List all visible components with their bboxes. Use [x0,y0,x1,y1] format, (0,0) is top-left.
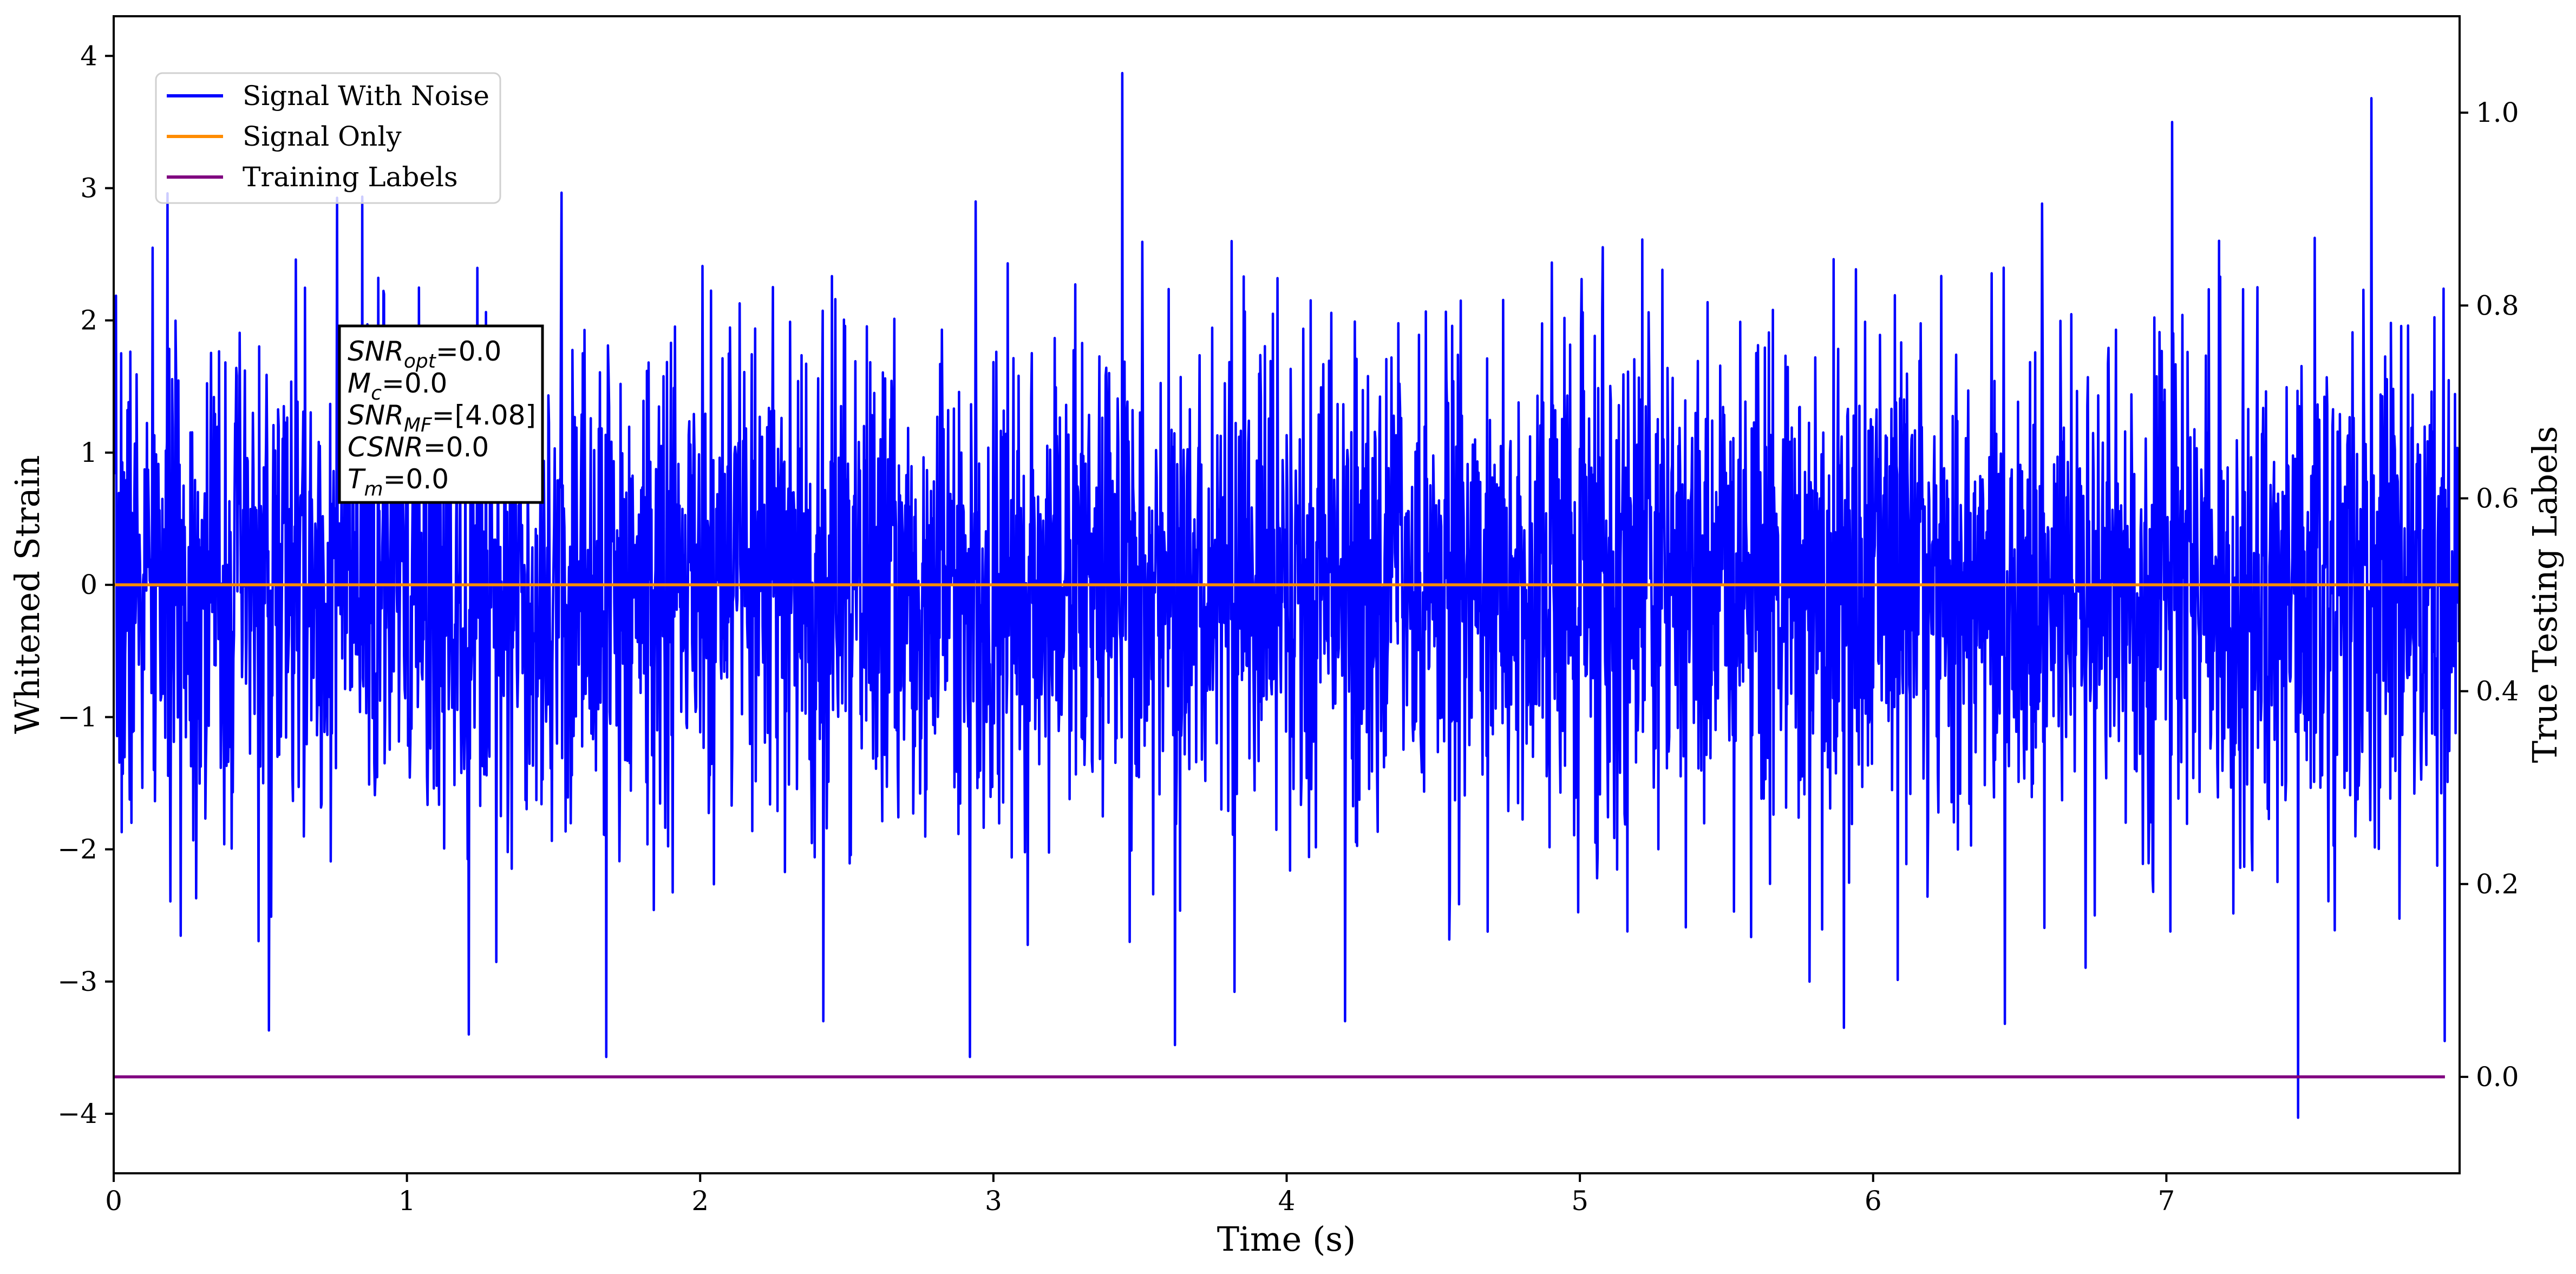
y-axis-title-right: True Testing Labels [2525,426,2565,763]
y-tick-label: 2 [80,305,97,336]
x-tick-label: 2 [691,1185,709,1217]
x-tick-label: 7 [2157,1185,2175,1217]
y-tick-label: 4 [80,40,97,71]
legend-label-signal-with-noise: Signal With Noise [243,80,489,112]
y-axis-right: 0.0 0.2 0.4 0.6 0.8 1.0 [2460,97,2519,1093]
x-tick-label: 0 [105,1185,122,1217]
y-axis-left: −4 −3 −2 −1 0 1 2 3 4 [57,40,114,1129]
x-tick-label: 4 [1278,1185,1296,1217]
x-axis-title: Time (s) [1217,1219,1356,1259]
y-tick-label: −4 [57,1098,97,1129]
annotation-line: CSNR=0.0 [348,432,489,463]
y-tick-label: −2 [57,834,97,865]
x-tick-label: 3 [985,1185,1002,1217]
y-tick-label: 3 [80,172,97,204]
y-right-tick-label: 1.0 [2476,97,2519,128]
annotation-line: SNRopt=0.0 [348,336,501,373]
legend-frame [155,72,501,204]
annotation-line: SNRMF=[4.08] [348,400,536,436]
x-tick-label: 6 [1865,1185,1882,1217]
y-right-tick-label: 0.0 [2476,1061,2519,1093]
y-axis-title-left: Whitened Strain [8,455,47,734]
y-tick-label: −1 [57,701,97,733]
legend: Signal With Noise Signal Only Training L… [155,72,501,204]
legend-label-signal-only: Signal Only [243,121,402,152]
annotation-box: SNRopt=0.0Mc=0.0SNRMF=[4.08]CSNR=0.0Tm=0… [338,324,544,504]
legend-label-training-labels: Training Labels [243,161,458,193]
y-right-tick-label: 0.6 [2476,482,2519,514]
annotation-line: Mc=0.0 [348,368,447,404]
annotation-line: Tm=0.0 [348,463,449,500]
x-axis: 0 1 2 3 4 5 6 7 [105,1173,2175,1217]
y-tick-label: 1 [80,437,97,468]
x-tick-label: 5 [1571,1185,1588,1217]
y-tick-label: −3 [57,966,97,997]
y-right-tick-label: 0.4 [2476,676,2519,707]
y-right-tick-label: 0.2 [2476,868,2519,900]
annotation-frame [338,324,544,504]
y-tick-label: 0 [80,569,97,600]
x-tick-label: 1 [398,1185,416,1217]
y-right-tick-label: 0.8 [2476,290,2519,321]
plot-area [114,71,2460,1119]
